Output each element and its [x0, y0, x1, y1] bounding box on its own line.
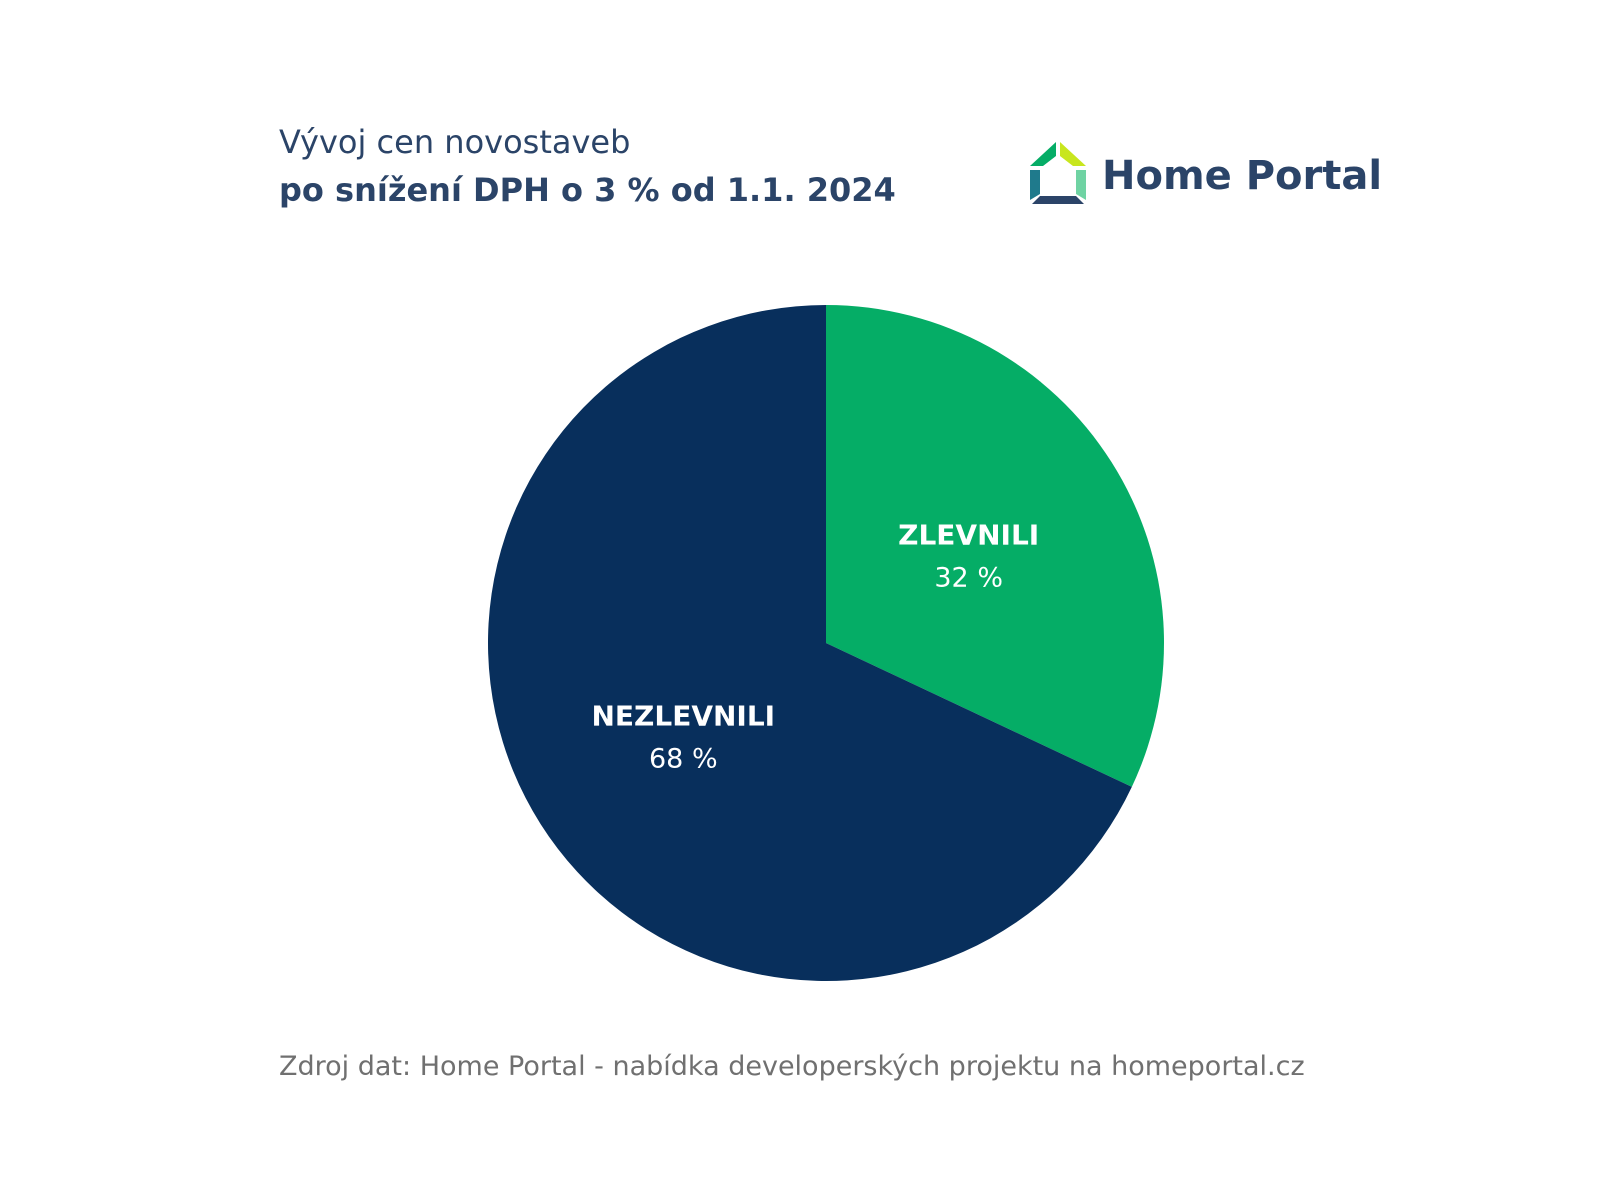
- slice-value-zlevnili: 32 %: [934, 562, 1003, 593]
- chart-subtitle: po snížení DPH o 3 % od 1.1. 2024: [279, 171, 896, 209]
- slice-label-zlevnili: ZLEVNILI: [898, 518, 1039, 551]
- slice-label-nezlevnili: NEZLEVNILI: [591, 700, 775, 733]
- home-portal-logo: Home Portal: [1028, 142, 1388, 212]
- house-logo-icon: [1030, 142, 1086, 204]
- logo-text: Home Portal: [1102, 153, 1383, 199]
- chart-title: Vývoj cen novostaveb: [279, 123, 631, 161]
- slice-value-nezlevnili: 68 %: [649, 744, 718, 775]
- pie-slice-zlevnili: [826, 305, 1164, 787]
- data-source-note: Zdroj dat: Home Portal - nabídka develop…: [279, 1051, 1305, 1082]
- pie-slice-nezlevnili: [488, 305, 1132, 981]
- chart-title-block: Vývoj cen novostaveb po snížení DPH o 3 …: [279, 118, 896, 214]
